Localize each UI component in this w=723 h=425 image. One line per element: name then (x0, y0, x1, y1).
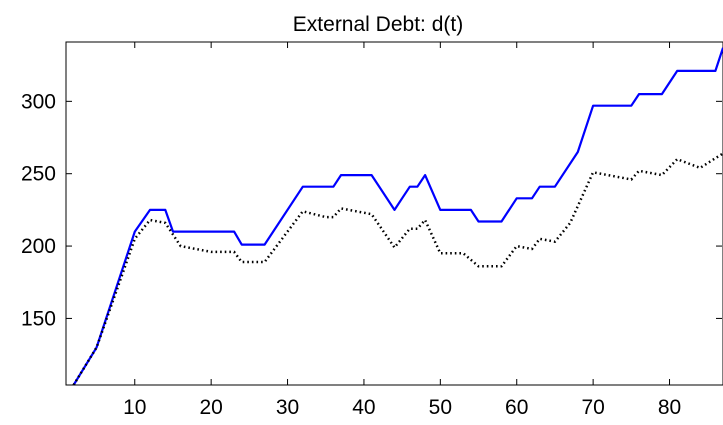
solid-series-line (72, 47, 723, 386)
x-tick-label: 40 (352, 396, 375, 419)
x-axis: 10 20 30 40 50 60 70 80 (123, 42, 681, 419)
y-tick-label: 200 (21, 235, 56, 258)
x-tick-label: 80 (658, 396, 681, 419)
x-tick-label: 30 (276, 396, 299, 419)
y-tick-label: 250 (21, 163, 56, 186)
y-axis: 150 200 250 300 (21, 90, 722, 330)
chart-title: External Debt: d(t) (293, 13, 463, 36)
y-tick-label: 300 (21, 90, 56, 113)
x-tick-label: 70 (581, 396, 604, 419)
plot-frame (65, 41, 723, 386)
y-tick-label: 150 (21, 307, 56, 330)
x-tick-label: 20 (199, 396, 222, 419)
series-layer (72, 47, 723, 386)
x-tick-label: 60 (505, 396, 528, 419)
plot-area (65, 41, 723, 386)
x-tick-label: 10 (123, 396, 146, 419)
x-tick-label: 50 (429, 396, 452, 419)
